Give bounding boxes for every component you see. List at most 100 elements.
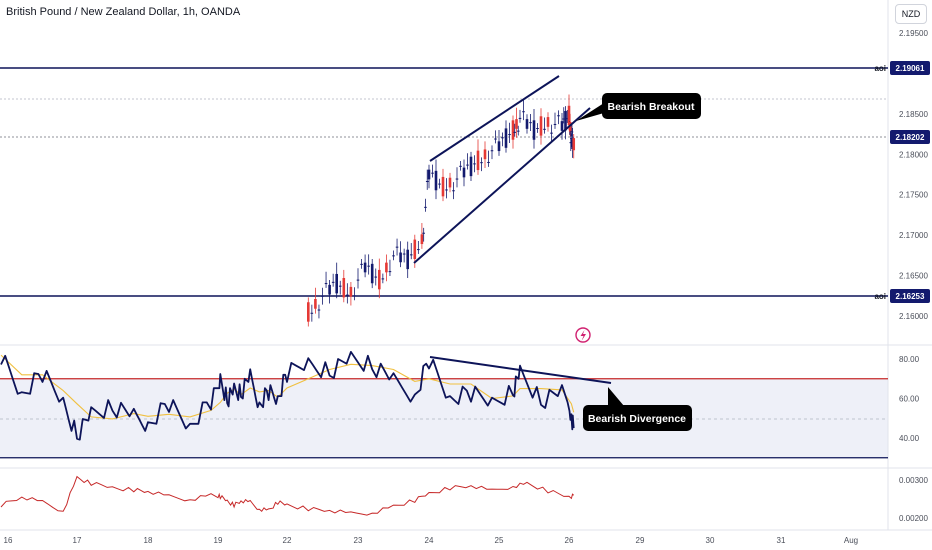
candle-body xyxy=(518,117,522,119)
candle-body xyxy=(381,278,385,280)
price-tick-label: 2.19500 xyxy=(899,29,928,38)
rsi-line xyxy=(0,350,575,441)
currency-button[interactable]: NZD xyxy=(895,4,927,24)
divergence-trendline[interactable] xyxy=(429,356,612,384)
candle-body xyxy=(532,120,536,140)
candle-body xyxy=(367,265,370,267)
candle-body xyxy=(392,255,395,257)
candle-body xyxy=(494,138,497,140)
aoi-value: 2.16253 xyxy=(896,292,925,301)
candle-body xyxy=(543,128,546,130)
candle-body xyxy=(490,150,494,152)
candle-body xyxy=(546,117,550,127)
candle-body xyxy=(480,162,483,164)
breakout-callout-box[interactable] xyxy=(602,93,701,119)
candle-body xyxy=(338,285,342,287)
candle-body xyxy=(431,172,434,174)
candle-body xyxy=(516,130,520,132)
divergence-callout-text: Bearish Divergence xyxy=(588,413,686,425)
candle-body xyxy=(515,119,518,129)
candle-body xyxy=(438,183,441,185)
candle-body xyxy=(409,254,413,256)
candle-body xyxy=(310,312,314,314)
wedge-upper-trendline[interactable] xyxy=(429,75,560,162)
candle-body xyxy=(324,283,328,285)
candle-body xyxy=(335,273,338,294)
price-axis[interactable]: 2.19500 2.18500 2.18000 2.17500 2.17000 2.165… xyxy=(899,29,928,321)
wedge-lower-trendline[interactable] xyxy=(413,107,591,264)
divergence-callout-box[interactable] xyxy=(583,405,692,431)
candle-body xyxy=(501,137,504,139)
candle-body xyxy=(508,134,511,136)
candle-body xyxy=(448,177,452,188)
breakout-callout-text: Bearish Breakout xyxy=(608,101,695,113)
candle-body xyxy=(459,165,462,167)
candle-body xyxy=(441,176,445,197)
candle-body xyxy=(569,142,573,144)
candle-body xyxy=(525,119,529,129)
candle-body xyxy=(417,249,420,251)
candle-body xyxy=(562,118,566,120)
candle-body xyxy=(476,150,480,171)
price-tick-label: 2.17000 xyxy=(899,231,928,240)
candle-body xyxy=(511,120,515,140)
candle-body xyxy=(378,269,381,290)
time-tick-label: 26 xyxy=(565,536,574,545)
current-price-tag[interactable]: 2.18202 xyxy=(890,130,930,144)
candle-body xyxy=(424,206,427,208)
candle-body xyxy=(553,123,557,125)
candle-body xyxy=(567,105,571,126)
candle-body xyxy=(363,262,367,273)
candle-body xyxy=(422,232,425,234)
oscillator-line xyxy=(0,475,575,516)
candle-body xyxy=(445,189,448,191)
lightning-icon[interactable] xyxy=(575,327,591,343)
candle-body xyxy=(497,141,501,152)
candle-body xyxy=(395,246,399,248)
candle-body xyxy=(399,252,402,263)
candle-body xyxy=(572,138,576,151)
candle-body xyxy=(557,115,560,117)
time-axis[interactable]: 16 17 18 19 22 23 24 25 26 29 30 31 Aug xyxy=(4,536,859,545)
aoi-tag-lower[interactable]: aoi 2.16253 xyxy=(874,289,930,303)
time-tick-label: 31 xyxy=(777,536,786,545)
rsi-tick-label: 80.00 xyxy=(899,355,920,364)
oscillator-axis: 0.00300 0.00200 xyxy=(899,476,928,523)
time-tick-label: 23 xyxy=(354,536,363,545)
aoi-tag-upper[interactable]: aoi 2.19061 xyxy=(874,61,930,75)
price-tick-label: 2.16000 xyxy=(899,312,928,321)
price-tick-label: 2.17500 xyxy=(899,191,928,200)
time-tick-label: 17 xyxy=(73,536,82,545)
chart-title: British Pound / New Zealand Dollar, 1h, … xyxy=(6,6,241,18)
candle-body xyxy=(564,111,567,131)
candle-body xyxy=(346,294,349,296)
current-price-value: 2.18202 xyxy=(896,133,925,142)
candle-body xyxy=(455,178,459,180)
candle-body xyxy=(452,190,455,192)
candle-body xyxy=(529,122,532,124)
time-tick-label: 30 xyxy=(706,536,715,545)
candle-body xyxy=(420,234,424,245)
candle-body xyxy=(473,163,476,165)
candle-body xyxy=(570,131,574,133)
candle-body xyxy=(504,128,508,148)
candle-body xyxy=(487,161,490,163)
candle-body xyxy=(342,277,346,298)
candle-body xyxy=(539,116,543,136)
time-tick-label: 25 xyxy=(495,536,504,545)
candle-body xyxy=(388,271,392,273)
price-tick-label: 2.18000 xyxy=(899,150,928,159)
aoi-label: aoi xyxy=(874,64,886,73)
oscillator-tick-label: 0.00200 xyxy=(899,514,928,523)
candle-body xyxy=(434,170,438,191)
candle-body xyxy=(353,295,356,297)
candle-body xyxy=(331,281,335,283)
price-tick-label: 2.18500 xyxy=(899,110,928,119)
candle-body xyxy=(466,164,469,166)
candle-body xyxy=(356,279,360,281)
candle-body xyxy=(536,128,539,130)
candle-body xyxy=(349,286,353,297)
time-tick-label: 19 xyxy=(214,536,223,545)
candle-body xyxy=(413,239,417,259)
